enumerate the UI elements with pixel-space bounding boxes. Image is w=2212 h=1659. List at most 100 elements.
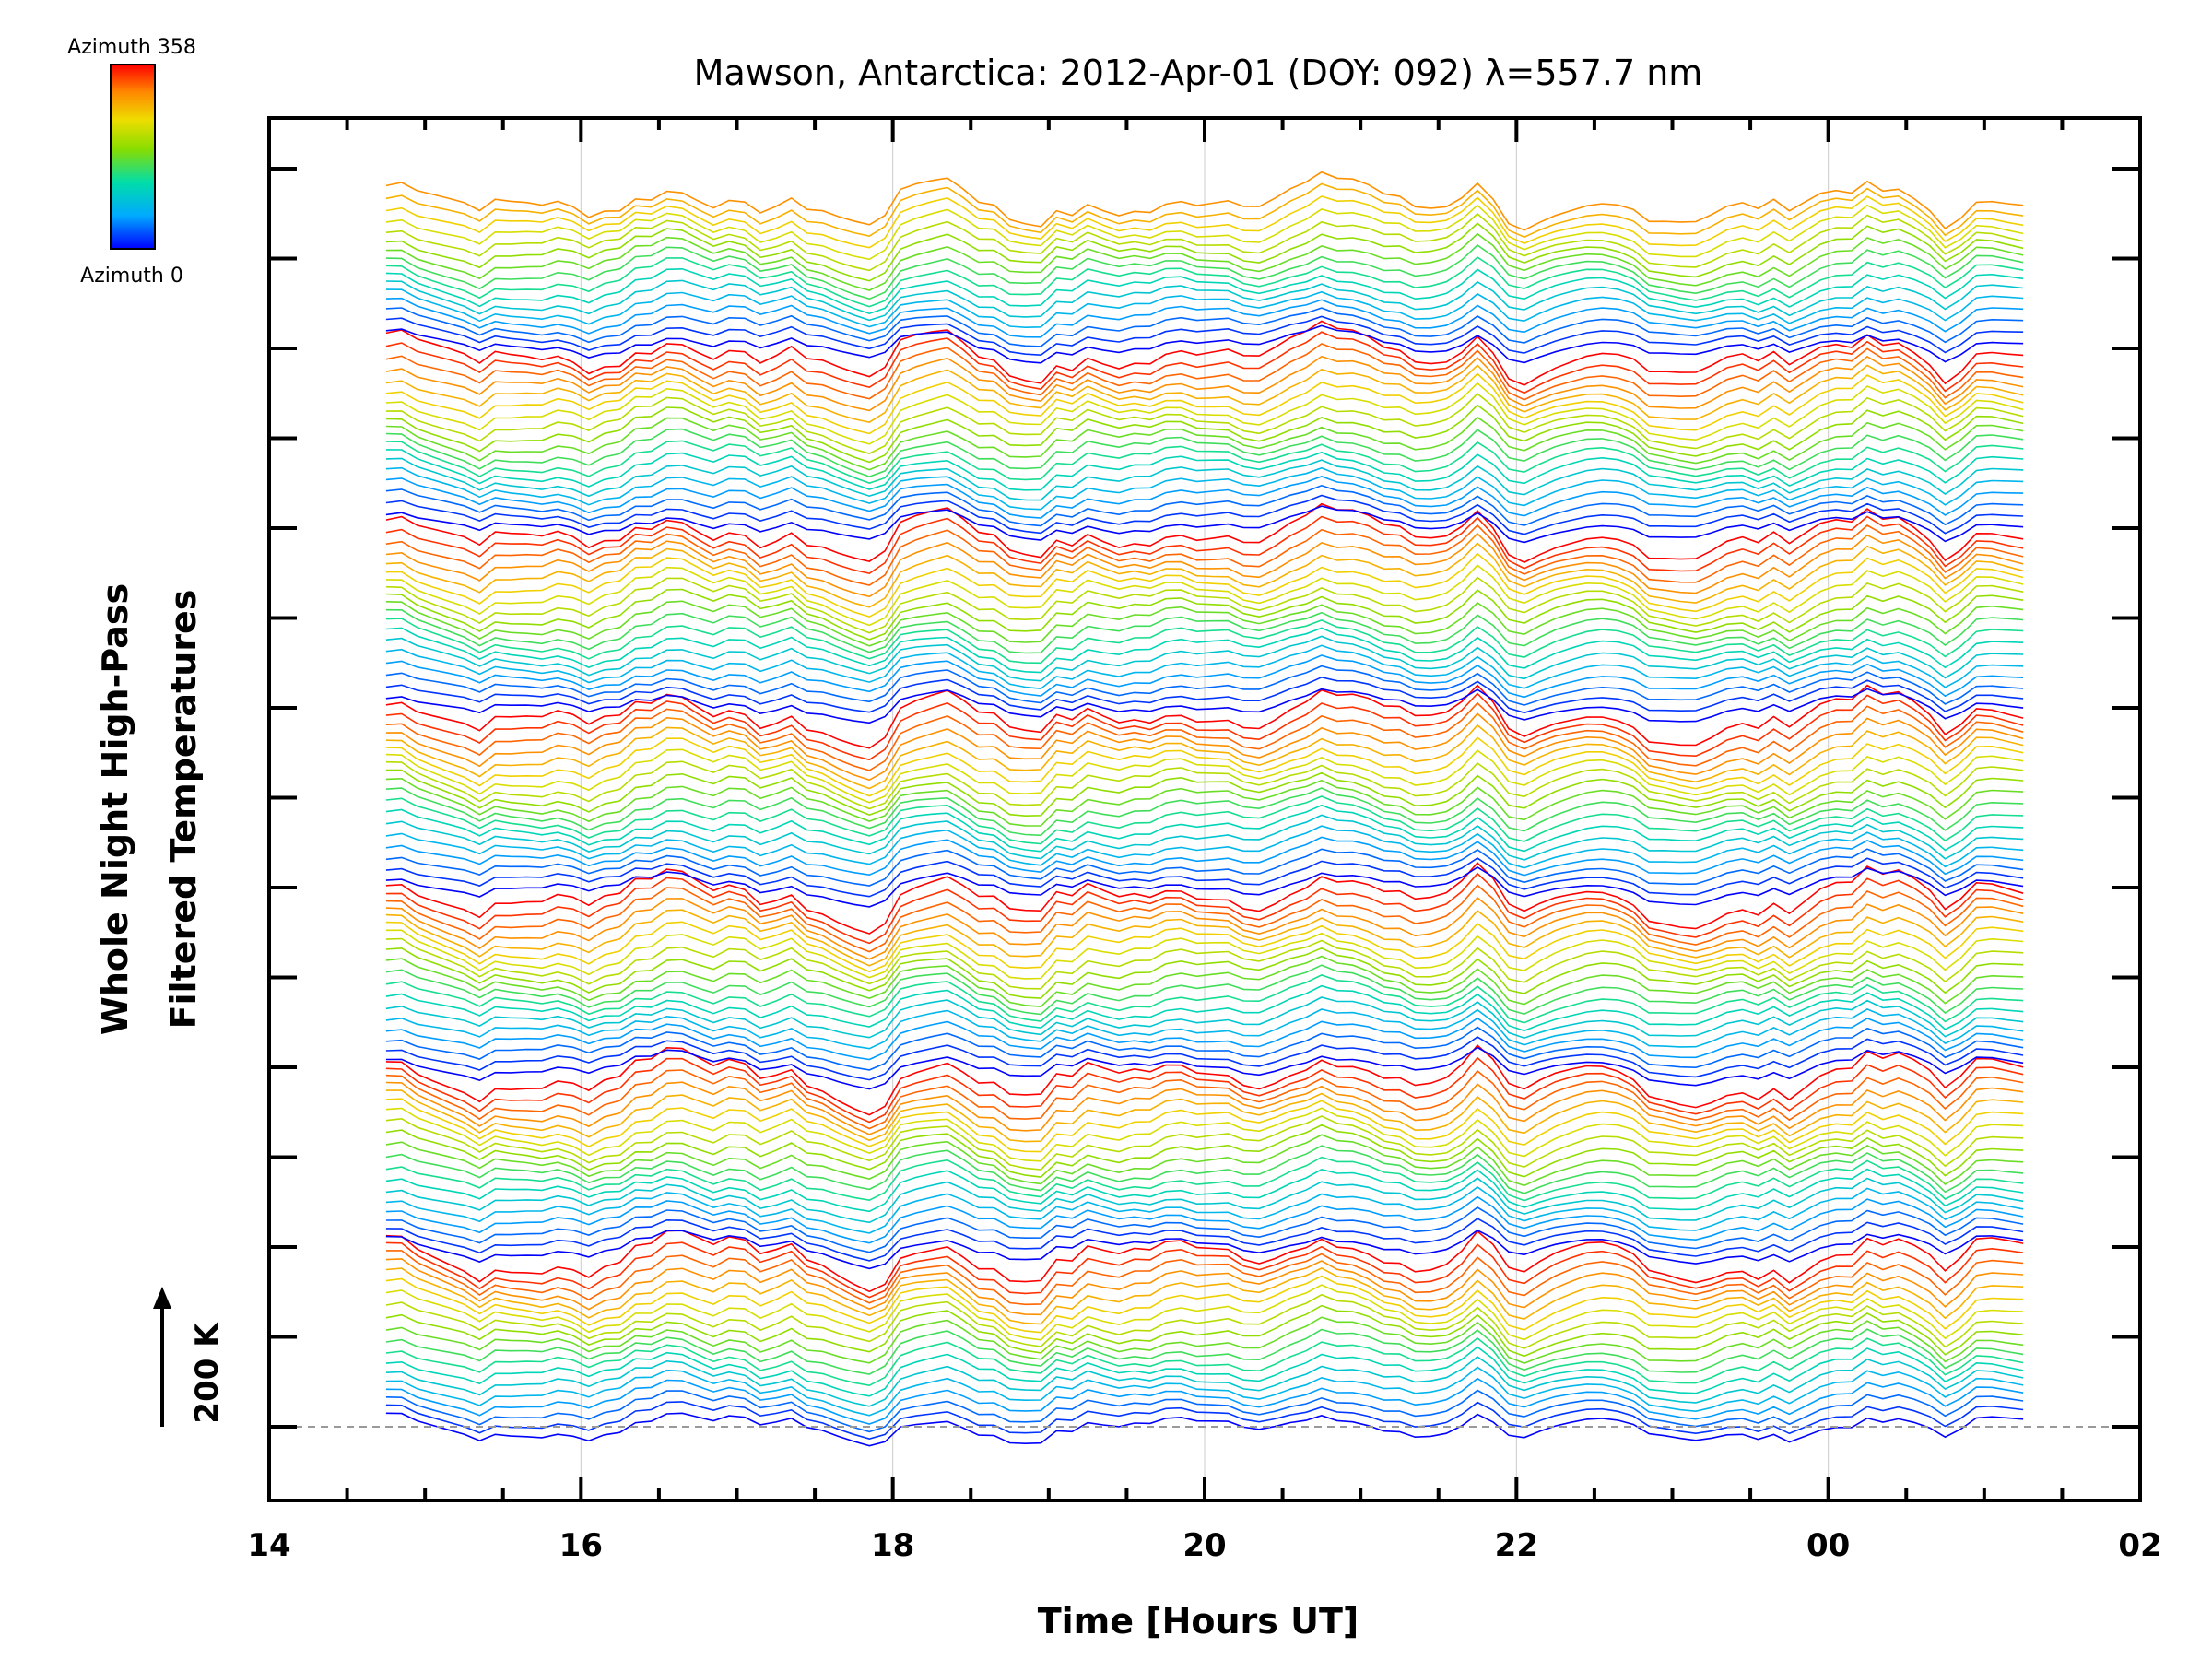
series-line: [385, 937, 2024, 990]
series-line: [385, 724, 2024, 790]
series-line: [385, 1316, 2024, 1364]
series-line: [385, 701, 2024, 771]
series-line: [385, 947, 2024, 999]
series-line: [385, 466, 2024, 511]
series-line: [385, 204, 2024, 261]
series-line: [385, 1081, 2024, 1135]
series-line: [385, 393, 2024, 454]
series-line: [385, 814, 2024, 861]
series-line: [385, 787, 2024, 837]
series-line: [385, 243, 2024, 300]
series-line: [385, 1186, 2024, 1234]
series-line: [385, 618, 2024, 665]
series-line: [385, 836, 2024, 877]
series-line: [385, 515, 2024, 574]
series-line: [385, 1267, 2024, 1325]
series-line: [385, 331, 2024, 394]
series-line: [385, 457, 2024, 501]
series-line: [385, 692, 2024, 761]
series-line: [385, 777, 2024, 827]
series-line: [385, 736, 2024, 797]
series-line: [385, 524, 2024, 586]
series-line: [385, 315, 2024, 357]
series-line: [385, 1230, 2024, 1293]
series-line: [385, 1366, 2024, 1417]
series-line: [385, 1336, 2024, 1387]
series-line: [385, 1098, 2024, 1153]
legend-top-label: Azimuth 358: [67, 36, 196, 59]
series-line: [385, 872, 2024, 945]
series-line: [385, 324, 2024, 364]
series-line: [385, 1115, 2024, 1171]
series-line: [385, 1089, 2024, 1143]
series-line: [385, 1168, 2024, 1213]
series-line: [385, 1218, 2024, 1262]
series-line: [385, 1036, 2024, 1081]
x-axis-label: Time [Hours UT]: [1038, 1601, 1359, 1641]
series-line: [385, 320, 2024, 386]
series-line: [385, 222, 2024, 282]
series-line: [385, 884, 2024, 953]
series-line: [385, 364, 2024, 423]
series-line: [385, 372, 2024, 435]
scale-bar-label: 200 K: [189, 1322, 226, 1424]
x-tick-label: 02: [2118, 1527, 2161, 1564]
series-line: [385, 1107, 2024, 1162]
series-line: [385, 182, 2024, 239]
series-line: [385, 635, 2024, 682]
series-line: [385, 1389, 2024, 1433]
series-line: [385, 256, 2024, 308]
series-line: [385, 984, 2024, 1032]
series-line: [385, 1177, 2024, 1224]
legend-colorbar: [110, 64, 156, 250]
series-line: [385, 505, 2024, 544]
series-line: [385, 1195, 2024, 1244]
series-line: [385, 428, 2024, 477]
series-line: [385, 195, 2024, 249]
series-line: [385, 866, 2024, 908]
series-line: [385, 232, 2024, 291]
series-line: [385, 955, 2024, 1008]
series-line: [385, 688, 2024, 724]
series-line: [385, 484, 2024, 527]
series-line: [385, 502, 2024, 563]
series-line: [385, 1124, 2024, 1178]
series-line: [385, 964, 2024, 1016]
x-tick-label: 22: [1495, 1527, 1538, 1564]
series-line: [385, 795, 2024, 845]
series-line: [385, 297, 2024, 338]
series-line: [385, 1229, 2024, 1270]
series-line: [385, 1250, 2024, 1306]
series-line: [385, 608, 2024, 654]
chart-title: Mawson, Antarctica: 2012-Apr-01 (DOY: 09…: [694, 53, 1703, 93]
series-line: [385, 1401, 2024, 1441]
series-line: [385, 825, 2024, 869]
series-line: [385, 494, 2024, 535]
x-tick-labels: 14 16 18 20 22 00 02: [247, 1527, 2161, 1564]
series-line: [385, 760, 2024, 810]
series-line: [385, 307, 2024, 347]
series-line: [385, 804, 2024, 853]
series-line: [385, 1026, 2024, 1071]
series-line: [385, 896, 2024, 960]
series-line: [385, 1069, 2024, 1130]
series-line: [385, 588, 2024, 641]
series-line: [385, 1258, 2024, 1316]
series-line: [385, 1356, 2024, 1407]
x-tick-label: 14: [247, 1527, 290, 1564]
series-line: [385, 552, 2024, 618]
series-line: [385, 1206, 2024, 1253]
scale-bar: 200 K: [153, 1287, 226, 1427]
series-line: [385, 1008, 2024, 1050]
y-axis-label-line2: Filtered Temperatures: [163, 590, 204, 1030]
series-line: [385, 974, 2024, 1024]
series-line: [385, 1134, 2024, 1187]
series-line: [385, 665, 2024, 706]
series-line: [385, 1293, 2024, 1349]
series-line: [385, 1284, 2024, 1341]
series-line: [385, 404, 2024, 464]
axis-ticks: [267, 118, 2142, 1500]
series-line: [385, 1056, 2024, 1124]
series-line: [385, 382, 2024, 445]
